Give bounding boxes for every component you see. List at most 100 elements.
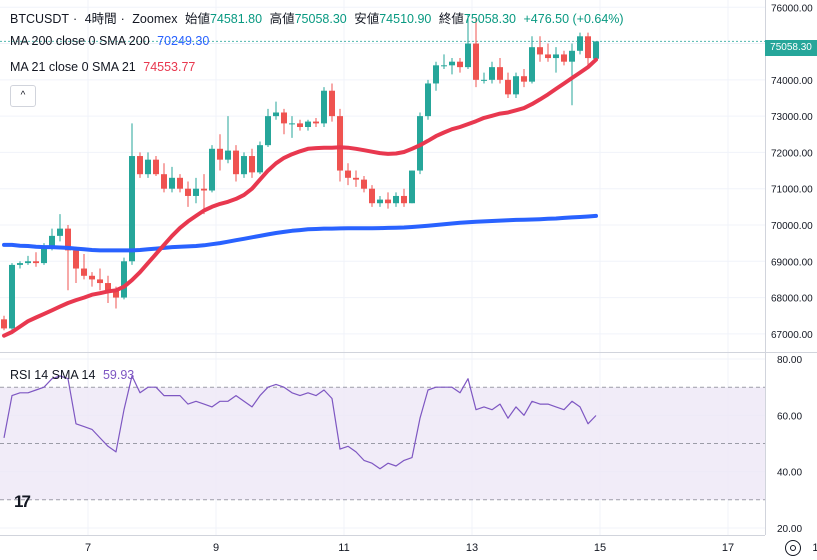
candle <box>265 108 271 147</box>
candle <box>201 174 207 215</box>
candle <box>25 255 31 265</box>
ma200-label: MA 200 close 0 SMA 200 <box>10 34 150 48</box>
candle <box>169 166 175 193</box>
candle <box>289 116 295 138</box>
candle <box>313 117 319 128</box>
candle <box>193 177 199 204</box>
symbol-label[interactable]: BTCUSDT <box>10 12 70 26</box>
candle-body <box>369 188 375 204</box>
candle-body <box>457 61 463 68</box>
candle <box>545 43 551 62</box>
candle-body <box>537 47 543 55</box>
candle-body <box>289 123 295 125</box>
candle-body <box>441 65 447 67</box>
candle <box>65 224 71 291</box>
candle <box>457 58 463 73</box>
candle-body <box>137 156 143 175</box>
tradingview-logo[interactable]: 17 <box>14 492 31 511</box>
candle <box>33 252 39 267</box>
rsi-tick-label: 20.00 <box>777 524 802 535</box>
price-tick-label: 74000.00 <box>771 76 813 87</box>
candle-body <box>489 67 495 80</box>
open-value: 74581.80 <box>209 12 263 26</box>
candle-body <box>345 170 351 178</box>
candle-body <box>25 261 31 264</box>
candle <box>217 134 223 171</box>
candle <box>329 83 335 122</box>
candle-body <box>481 79 487 81</box>
candle-body <box>353 177 359 180</box>
candle <box>481 72 487 84</box>
rsi-line <box>3 375 597 470</box>
rsi-legend[interactable]: RSI 14 SMA 14 59.93 <box>10 368 138 382</box>
candle-body <box>553 54 559 59</box>
candle-body <box>17 263 23 265</box>
open-label: 始値 <box>184 12 210 26</box>
candle <box>433 61 439 91</box>
gear-icon[interactable] <box>785 540 801 556</box>
candle <box>17 261 23 269</box>
candle <box>489 61 495 84</box>
time-tick-label: 12: <box>812 542 817 554</box>
candle-body <box>433 65 439 84</box>
candle-body <box>113 290 119 298</box>
candle <box>145 152 151 178</box>
candle <box>97 268 103 291</box>
candle-body <box>321 90 327 124</box>
price-tick-label: 69000.00 <box>771 257 813 268</box>
candle <box>441 54 447 69</box>
candle-body <box>361 179 367 189</box>
close-label: 終値 <box>438 12 464 26</box>
candle-body <box>593 41 599 59</box>
candle <box>569 43 575 106</box>
price-tick-label: 72000.00 <box>771 148 813 159</box>
candle-body <box>577 36 583 51</box>
high-label: 高値 <box>269 12 295 26</box>
candle-body <box>377 199 383 204</box>
candle-body <box>425 83 431 117</box>
candle <box>465 14 471 69</box>
candle <box>529 36 535 84</box>
ma200-value: 70249.30 <box>157 34 210 48</box>
ma21-legend[interactable]: MA 21 close 0 SMA 21 74553.77 <box>10 60 199 74</box>
interval-label[interactable]: 4時間 <box>84 12 117 26</box>
candle-body <box>409 170 415 204</box>
candle <box>241 152 247 178</box>
candle <box>585 32 591 66</box>
candle <box>297 119 303 131</box>
candle-body <box>89 275 95 280</box>
candle <box>337 108 343 182</box>
candle-body <box>497 67 503 80</box>
candle-body <box>297 123 303 128</box>
price-tick-label: 76000.00 <box>771 3 813 14</box>
candle <box>361 176 367 193</box>
ma200-legend[interactable]: MA 200 close 0 SMA 200 70249.30 <box>10 34 213 48</box>
candle-body <box>337 116 343 171</box>
candle <box>305 119 311 131</box>
candle-body <box>473 43 479 80</box>
candle-body <box>185 188 191 196</box>
candle-body <box>217 148 223 160</box>
time-tick-label: 17 <box>722 542 734 554</box>
candle <box>225 116 231 164</box>
price-tick-label: 70000.00 <box>771 221 813 232</box>
candle <box>521 68 527 88</box>
candle-body <box>57 228 63 236</box>
candle-body <box>281 112 287 124</box>
collapse-legend-button[interactable]: ^ <box>10 85 36 107</box>
candle-body <box>153 159 159 175</box>
candle-body <box>529 47 535 82</box>
time-tick-label: 9 <box>213 542 219 554</box>
candle <box>81 254 87 280</box>
low-label: 安値 <box>354 12 380 26</box>
time-tick-label: 7 <box>85 542 91 554</box>
candle <box>425 79 431 120</box>
candle-body <box>561 54 567 62</box>
candle-body <box>505 79 511 95</box>
candle-body <box>545 54 551 59</box>
candle-body <box>233 150 239 175</box>
candle <box>161 163 167 193</box>
candle-body <box>65 228 71 251</box>
candle-body <box>1 319 7 329</box>
